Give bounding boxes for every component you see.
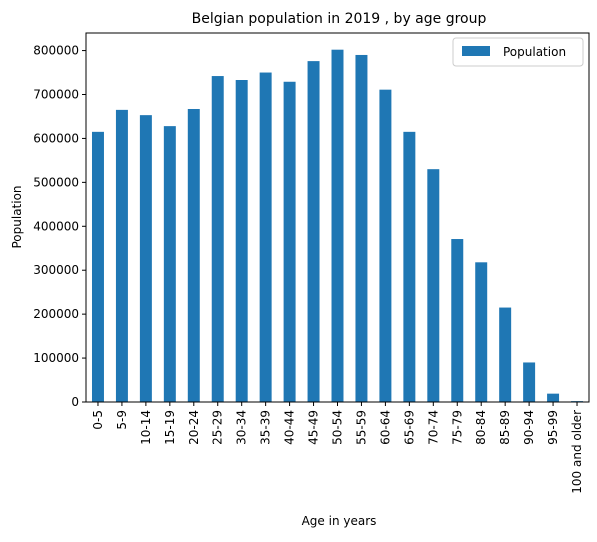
y-tick-label: 600000 <box>33 131 79 145</box>
x-tick-label: 90-94 <box>522 410 536 445</box>
bar-40-44 <box>283 81 296 402</box>
x-tick-label: 25-29 <box>211 410 225 445</box>
y-tick-label: 300000 <box>33 263 79 277</box>
bars <box>91 49 584 403</box>
x-axis: 0-5 5-9 10-14 15-19 20-24 25-29 30-34 35-39 40-4… <box>91 402 584 494</box>
legend-swatch <box>462 46 490 56</box>
bar-45-49 <box>307 61 320 402</box>
legend-box <box>452 37 584 67</box>
x-tick-label: 80-84 <box>474 410 488 445</box>
chart-title: Belgian population in 2019 , by age grou… <box>192 11 487 27</box>
bar-35-39 <box>259 72 272 403</box>
bar-15-19 <box>163 126 176 402</box>
x-tick-label: 100 and older <box>570 410 584 494</box>
bar-65-69 <box>403 131 416 402</box>
legend: Population <box>452 37 584 67</box>
bar-95-99 <box>547 393 560 402</box>
x-tick-label: 55-59 <box>354 410 368 445</box>
bar-25-29 <box>211 76 224 403</box>
bar-70-74 <box>427 169 440 402</box>
bar-0-5 <box>91 131 104 402</box>
bar-55-59 <box>355 54 368 402</box>
x-tick-label: 60-64 <box>378 410 392 445</box>
bar-60-64 <box>379 89 392 403</box>
y-axis: 0 100000 200000 300000 400000 500000 600000 700… <box>33 44 86 409</box>
x-tick-label: 85-89 <box>498 410 512 445</box>
x-tick-label: 40-44 <box>283 410 297 445</box>
x-tick-label: 20-24 <box>187 410 201 445</box>
x-tick-label: 65-69 <box>402 410 416 445</box>
y-tick-label: 500000 <box>33 175 79 189</box>
x-tick-label: 45-49 <box>307 410 321 445</box>
bar-5-9 <box>115 109 128 402</box>
bar-30-34 <box>235 80 248 402</box>
y-tick-label: 0 <box>71 395 79 409</box>
x-tick-label: 50-54 <box>331 410 345 445</box>
x-tick-label: 35-39 <box>259 410 273 445</box>
y-axis-label: Population <box>10 185 24 248</box>
y-tick-label: 800000 <box>33 44 79 58</box>
legend-label: Population <box>503 45 566 59</box>
y-tick-label: 400000 <box>33 219 79 233</box>
bar-75-79 <box>451 239 464 402</box>
bar-20-24 <box>187 108 200 402</box>
y-tick-label: 700000 <box>33 88 79 102</box>
bar-90-94 <box>523 362 536 402</box>
bar-80-84 <box>475 262 488 402</box>
bar-85-89 <box>499 307 512 402</box>
x-tick-label: 70-74 <box>426 410 440 445</box>
x-tick-label: 5-9 <box>115 410 129 430</box>
x-tick-label: 10-14 <box>139 410 153 445</box>
y-tick-label: 200000 <box>33 307 79 321</box>
x-tick-label: 15-19 <box>163 410 177 445</box>
bar-50-54 <box>331 49 344 402</box>
x-tick-label: 0-5 <box>91 410 105 430</box>
y-tick-label: 100000 <box>33 351 79 365</box>
x-tick-label: 30-34 <box>235 410 249 445</box>
x-tick-label: 95-99 <box>546 410 560 445</box>
plot-frame <box>85 32 590 403</box>
x-axis-label: Age in years <box>302 514 377 528</box>
x-tick-label: 75-79 <box>450 410 464 445</box>
bar-10-14 <box>139 115 152 403</box>
